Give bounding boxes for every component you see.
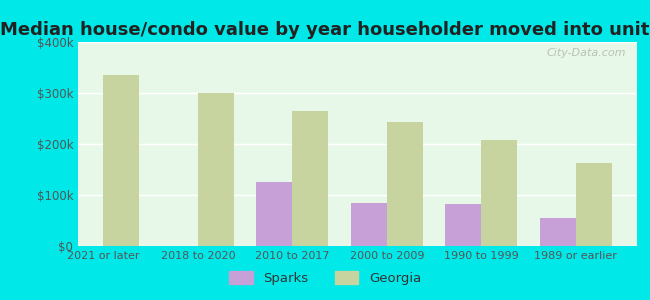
Bar	[198, 93, 234, 246]
Bar	[292, 111, 328, 246]
Text: Median house/condo value by year householder moved into unit: Median house/condo value by year househo…	[0, 21, 650, 39]
Bar	[540, 218, 576, 246]
Bar	[576, 163, 612, 246]
Legend: Sparks, Georgia: Sparks, Georgia	[224, 266, 426, 290]
Text: City-Data.com: City-Data.com	[546, 48, 626, 58]
Bar	[103, 75, 139, 246]
Bar	[257, 182, 292, 246]
Bar	[481, 140, 517, 246]
Bar	[351, 202, 387, 246]
Bar	[445, 204, 481, 246]
Bar	[387, 122, 422, 246]
